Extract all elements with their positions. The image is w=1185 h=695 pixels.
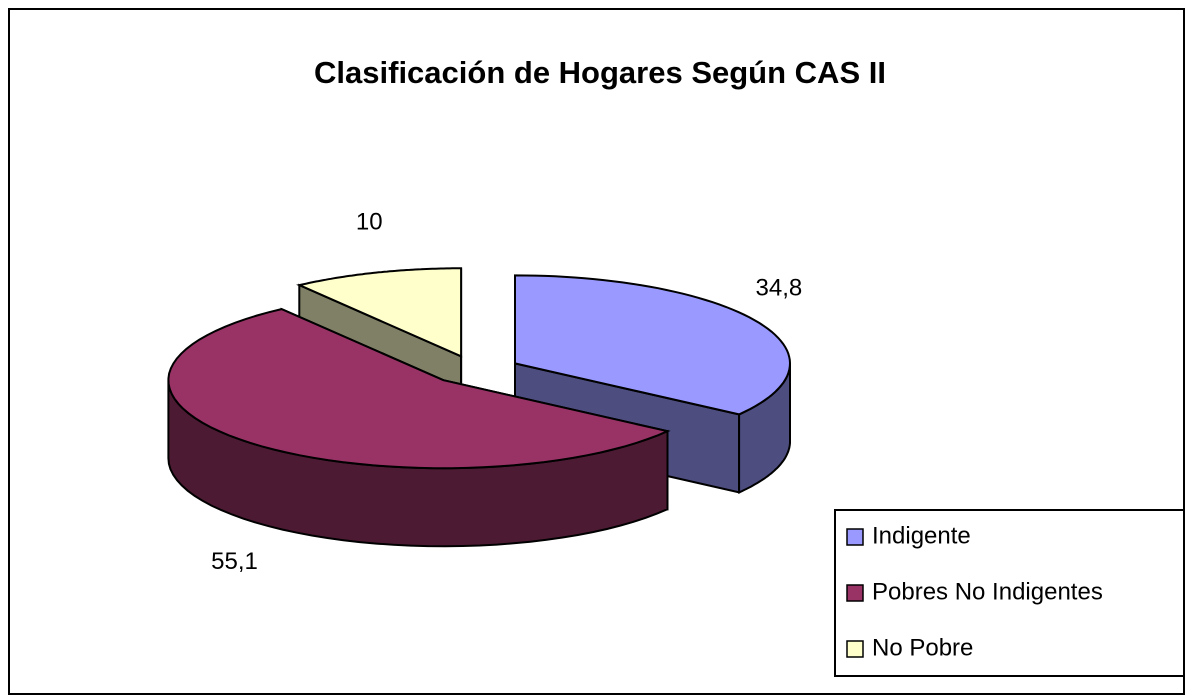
slice-top	[167, 308, 671, 470]
legend-label: No Pobre	[872, 634, 973, 661]
legend-label: Indigente	[872, 522, 971, 549]
chart-title: Clasificación de Hogares Según CAS II	[314, 55, 886, 90]
data-label: 10	[356, 209, 383, 236]
pie	[167, 267, 792, 548]
legend-label: Pobres No Indigentes	[872, 578, 1103, 605]
data-label: 34,8	[756, 274, 803, 301]
legend-swatch	[846, 584, 864, 602]
data-label: 55,1	[211, 548, 258, 575]
slice-top	[296, 267, 463, 358]
legend-swatch	[846, 640, 864, 658]
legend-swatch	[846, 528, 864, 546]
slice-top	[514, 274, 792, 416]
pie-slice	[167, 307, 671, 548]
legend-box	[834, 509, 1185, 677]
